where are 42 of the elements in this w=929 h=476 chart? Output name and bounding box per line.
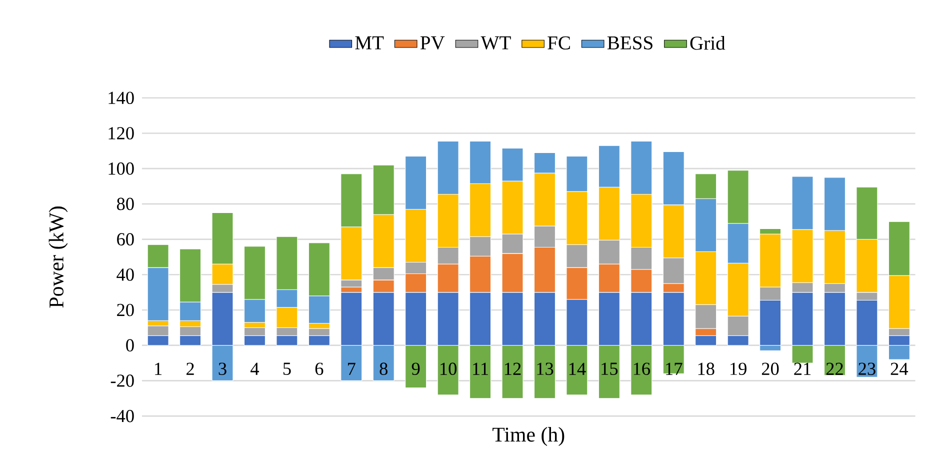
x-tick-label: 11 bbox=[473, 362, 488, 375]
x-tick-label: 22 bbox=[826, 362, 843, 376]
y-tick-label: 80 bbox=[116, 198, 134, 210]
x-tick-label: 7 bbox=[348, 362, 356, 375]
y-tick-label: 0 bbox=[126, 339, 134, 352]
x-tick-label: 5 bbox=[283, 362, 291, 376]
x-tick-label: 4 bbox=[250, 362, 260, 375]
x-tick-label: 24 bbox=[890, 362, 908, 376]
x-tick-label: 20 bbox=[762, 362, 779, 376]
x-tick-label: 12 bbox=[504, 362, 521, 376]
y-tick-label: -40 bbox=[110, 410, 134, 422]
y-tick-label: -20 bbox=[110, 374, 134, 387]
x-tick-label: 23 bbox=[858, 362, 876, 376]
x-tick-label: 2 bbox=[186, 362, 194, 376]
legend-label: WT bbox=[480, 36, 511, 50]
legend-label: FC bbox=[548, 36, 570, 50]
x-tick-label: 21 bbox=[794, 362, 811, 376]
x-axis-title: Time (h) bbox=[492, 427, 564, 446]
x-tick-label: 16 bbox=[634, 362, 650, 376]
y-tick-label: 100 bbox=[108, 162, 134, 175]
legend-label: PV bbox=[420, 36, 445, 50]
x-tick-label: 8 bbox=[380, 362, 388, 376]
y-tick-label: 60 bbox=[117, 233, 134, 246]
x-tick-label: 19 bbox=[730, 362, 746, 376]
y-axis-title: Power (kW) bbox=[48, 206, 68, 308]
x-tick-label: 1 bbox=[155, 362, 162, 375]
x-tick-label: 9 bbox=[412, 362, 420, 376]
x-tick-label: 6 bbox=[315, 362, 324, 376]
x-tick-label: 13 bbox=[537, 362, 554, 376]
legend-label: MT bbox=[355, 36, 384, 50]
y-tick-label: 120 bbox=[108, 127, 134, 140]
x-tick-label: 3 bbox=[218, 362, 226, 376]
x-tick-label: 14 bbox=[569, 362, 586, 375]
x-tick-label: 15 bbox=[602, 362, 618, 376]
x-tick-label: 18 bbox=[698, 362, 714, 376]
y-tick-label: 40 bbox=[116, 268, 134, 281]
x-tick-label: 17 bbox=[666, 362, 682, 375]
y-tick-label: 20 bbox=[117, 304, 134, 316]
legend-label: Grid bbox=[690, 36, 726, 50]
x-tick-label: 10 bbox=[440, 362, 456, 376]
y-tick-label: 140 bbox=[108, 92, 134, 104]
legend-label: BESS bbox=[607, 36, 652, 50]
